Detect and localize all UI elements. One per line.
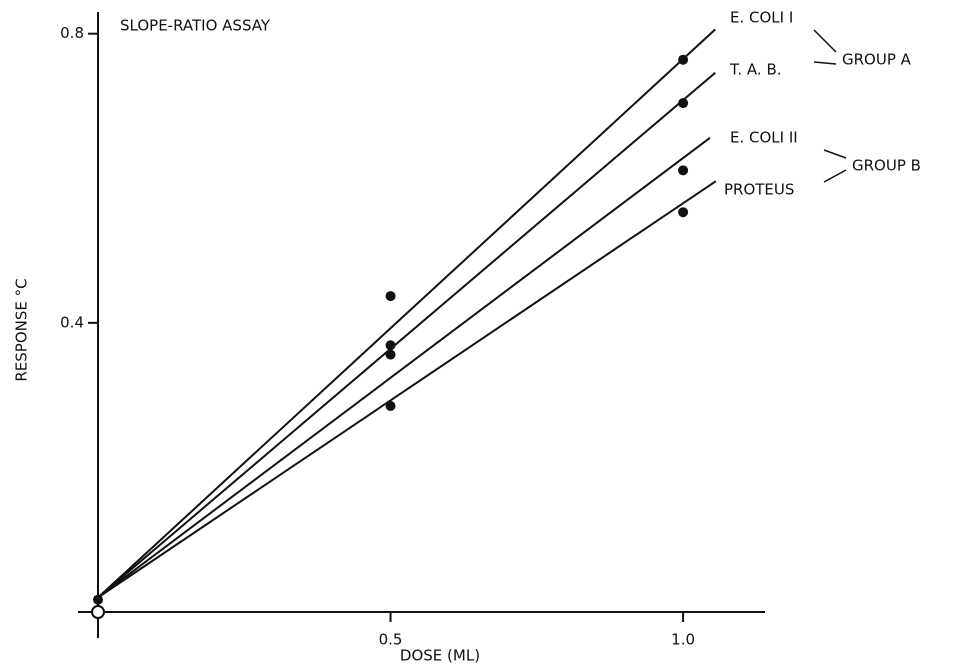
data-point <box>385 400 396 411</box>
data-point <box>678 98 689 109</box>
x-tick-label: 1.0 <box>671 631 695 649</box>
fit-line <box>97 136 711 599</box>
data-point <box>385 291 396 302</box>
fit-line <box>97 71 716 599</box>
series-label: E. COLI I <box>730 9 793 27</box>
series-label: E. COLI II <box>730 129 798 147</box>
origin-point <box>93 594 103 605</box>
fit-line <box>97 180 717 599</box>
data-point <box>678 165 689 176</box>
series-label: T. A. B. <box>729 61 782 79</box>
fit-line <box>97 28 716 599</box>
y-axis-label: RESPONSE °C <box>13 278 31 381</box>
y-tick-label: 0.8 <box>60 24 84 42</box>
series-label: PROTEUS <box>724 181 794 199</box>
data-point <box>385 340 396 351</box>
group-label: GROUP B <box>852 157 921 175</box>
data-point <box>678 54 689 65</box>
chart-title: SLOPE-RATIO ASSAY <box>120 17 271 35</box>
x-tick-label: 0.5 <box>379 631 403 649</box>
origin-point <box>91 605 105 619</box>
y-tick-label: 0.4 <box>60 313 84 331</box>
data-point <box>678 207 689 218</box>
group-brace <box>813 29 837 65</box>
group-brace <box>823 149 847 183</box>
group-label: GROUP A <box>842 51 912 69</box>
data-point <box>385 349 396 360</box>
x-axis-label: DOSE (ML) <box>400 647 480 665</box>
